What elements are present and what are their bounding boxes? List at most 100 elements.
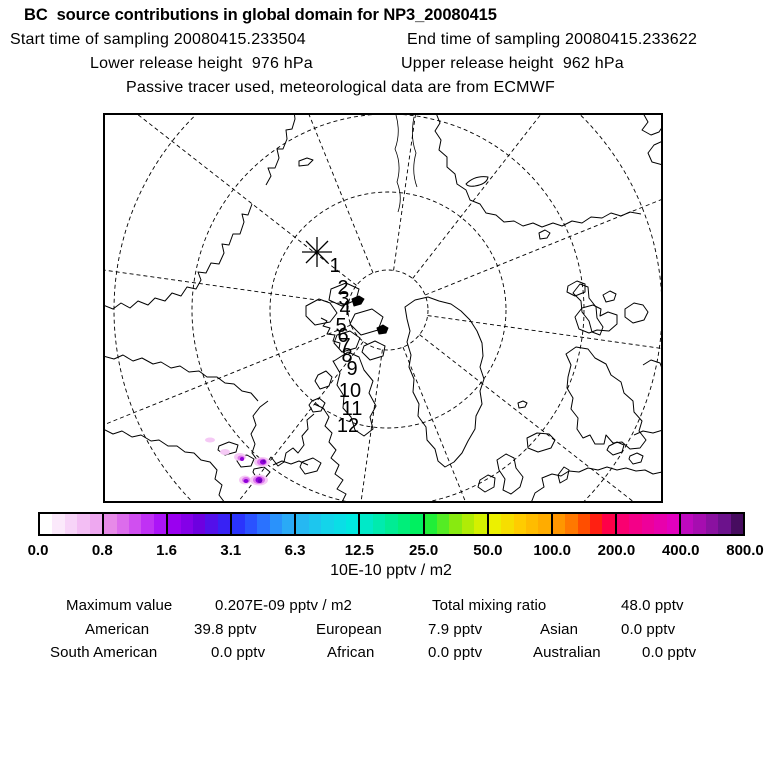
colorbar-segment: [40, 514, 103, 534]
colorbar-cell: [410, 514, 423, 534]
colorbar-cell: [128, 514, 142, 534]
colorbar-cell: [590, 514, 603, 534]
colorbar-tick: 25.0: [409, 542, 439, 559]
colorbar-cell: [552, 514, 566, 534]
colorbar-cell: [77, 514, 90, 534]
region-label: African: [327, 644, 375, 661]
colorbar-segment: [166, 514, 231, 534]
colorbar-tick: 400.0: [661, 542, 700, 559]
colorbar-segment: [486, 514, 551, 534]
colorbar-cell: [488, 514, 502, 534]
colorbar-cell: [693, 514, 706, 534]
region-value: 0.0 pptv: [642, 644, 697, 661]
colorbar-cell: [525, 514, 539, 534]
colorbar-cell: [180, 514, 194, 534]
colorbar-cell: [616, 514, 630, 534]
colorbar-cell: [602, 514, 615, 534]
colorbar-cell: [501, 514, 514, 534]
colorbar-cell: [360, 514, 373, 534]
colorbar-cell: [308, 514, 322, 534]
colorbar-segment: [294, 514, 359, 534]
colorbar-cell: [474, 514, 487, 534]
colorbar-cell: [104, 514, 117, 534]
graticule-grid: [103, 113, 663, 503]
region-value: 0.0 pptv: [211, 644, 266, 661]
colorbar-cell: [296, 514, 309, 534]
colorbar-cell: [141, 514, 154, 534]
trajectory-point-label: 10: [339, 380, 361, 402]
total-mixing-ratio-value: 48.0 pptv: [621, 597, 684, 614]
sampling-start-label: Start time of sampling 20080415.233504: [10, 31, 306, 48]
hotspot: [258, 479, 262, 483]
trajectory-point-label: 12: [337, 415, 359, 437]
colorbar-cell: [730, 514, 744, 534]
colorbar-cell: [513, 514, 526, 534]
colorbar-cell: [116, 514, 129, 534]
maximum-value-label: Maximum value: [66, 597, 173, 614]
colorbar-cell: [244, 514, 258, 534]
colorbar-cell: [565, 514, 578, 534]
trajectory-point-label: 6: [337, 325, 348, 347]
colorbar-cell: [641, 514, 655, 534]
hotspot: [243, 479, 249, 483]
colorbar-tick: 100.0: [533, 542, 571, 559]
plot-title: BC source contributions in global domain…: [24, 6, 497, 24]
colorbar-tick: 200.0: [597, 542, 636, 559]
colorbar-segment: [102, 514, 167, 534]
sampling-end-label: End time of sampling 20080415.233622: [407, 31, 698, 48]
colorbar-segment: [550, 514, 615, 534]
maximum-value: 0.207E-09 pptv / m2: [215, 597, 352, 614]
colorbar-segment: [358, 514, 423, 534]
trajectory-point-label: 5: [335, 315, 346, 337]
colorbar-tick: 50.0: [473, 542, 503, 559]
colorbar-cell: [153, 514, 167, 534]
colorbar-unit-label: 10E-10 pptv / m2: [330, 562, 452, 579]
colorbar-tick: 3.1: [220, 542, 242, 559]
hotspot: [220, 449, 230, 455]
colorbar-cell: [321, 514, 334, 534]
region-value: 7.9 pptv: [428, 621, 483, 638]
colorbar-cell: [385, 514, 398, 534]
colorbar-tick: 6.3: [284, 542, 306, 559]
map-frame: [103, 113, 663, 503]
trajectory-point-label: 8: [341, 345, 352, 367]
trajectory-point-label: 4: [339, 298, 350, 320]
colorbar-cell: [629, 514, 642, 534]
colorbar-cell: [346, 514, 359, 534]
colorbar-tick: 1.6: [156, 542, 177, 559]
colorbar-cell: [461, 514, 475, 534]
colorbar-tick: 0.0: [27, 542, 49, 559]
colorbar-cell: [424, 514, 437, 534]
trajectory-point-label: 9: [346, 358, 357, 380]
colorbar-cell: [705, 514, 719, 534]
tracer-note: Passive tracer used, meteorological data…: [126, 79, 555, 96]
region-label: European: [316, 621, 382, 638]
region-label: Australian: [533, 644, 601, 661]
region-label: Asian: [540, 621, 579, 638]
hotspot: [262, 459, 266, 463]
colorbar: [38, 512, 745, 536]
colorbar-cell: [372, 514, 386, 534]
total-mixing-ratio-label: Total mixing ratio: [432, 597, 547, 614]
colorbar-cell: [89, 514, 103, 534]
colorbar-cell: [666, 514, 679, 534]
colorbar-cell: [449, 514, 462, 534]
colorbar-cell: [680, 514, 694, 534]
colorbar-cell: [193, 514, 206, 534]
colorbar-tick: 800.0: [726, 542, 764, 559]
colorbar-cell: [397, 514, 411, 534]
colorbar-segment: [230, 514, 295, 534]
colorbar-segment: [422, 514, 487, 534]
colorbar-cell: [257, 514, 270, 534]
coastlines: [103, 113, 663, 503]
region-label: American: [85, 621, 150, 638]
trajectory-start-marker-icon: [302, 237, 332, 267]
colorbar-cell: [64, 514, 78, 534]
colorbar-cell: [654, 514, 667, 534]
colorbar-cell: [168, 514, 181, 534]
region-value: 0.0 pptv: [428, 644, 483, 661]
region-label: South American: [50, 644, 158, 661]
trajectory-point-label: 2: [337, 277, 348, 299]
